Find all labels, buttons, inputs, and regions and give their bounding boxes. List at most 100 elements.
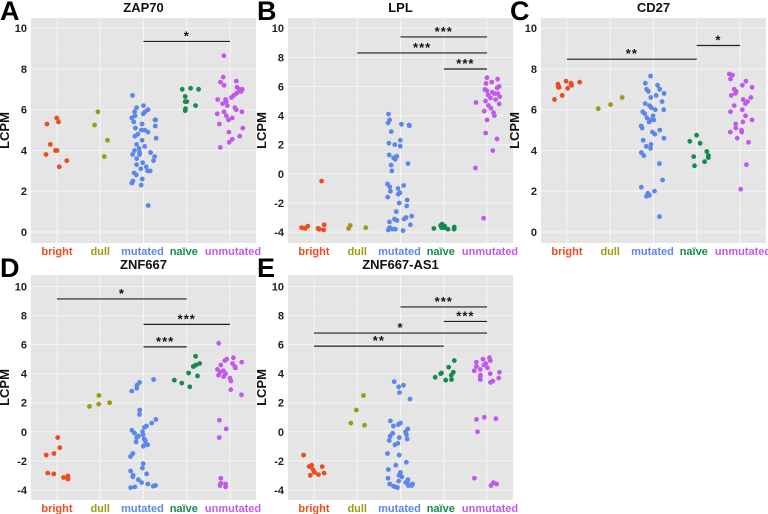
data-point-mutated — [395, 485, 400, 491]
data-point-unmutated — [214, 111, 220, 117]
data-point-mutated — [139, 176, 145, 182]
data-point-mutated — [386, 140, 392, 146]
y-tick-label: 2 — [278, 140, 284, 152]
data-point-unmutated — [492, 113, 497, 118]
data-point-naïve — [443, 377, 449, 383]
data-point-naïve — [438, 371, 444, 377]
data-point-mutated — [388, 129, 394, 135]
data-point-dull — [353, 407, 359, 413]
data-point-unmutated — [218, 362, 224, 368]
y-tick-label: 0 — [21, 427, 27, 439]
data-point-mutated — [385, 467, 391, 472]
y-tick-label: -4 — [17, 485, 28, 497]
data-point-mutated — [387, 433, 393, 439]
x-tick-label: naïve — [170, 246, 198, 258]
data-point-mutated — [387, 184, 393, 190]
data-point-unmutated — [475, 429, 480, 435]
data-point-mutated — [397, 390, 402, 395]
data-point-naïve — [182, 99, 188, 104]
data-point-mutated — [642, 111, 648, 117]
data-point-mutated — [145, 481, 151, 487]
data-point-naïve — [439, 225, 445, 231]
data-point-unmutated — [218, 79, 223, 85]
data-point-mutated — [405, 483, 411, 488]
significance-label: *** — [156, 334, 174, 349]
y-tick-label: -2 — [274, 198, 284, 210]
data-point-unmutated — [743, 101, 748, 106]
data-point-unmutated — [237, 133, 243, 139]
data-point-bright — [65, 476, 71, 482]
data-point-mutated — [129, 388, 135, 394]
data-point-mutated — [385, 120, 391, 126]
y-tick-label: 0 — [278, 427, 284, 439]
data-point-unmutated — [226, 129, 232, 135]
data-point-naïve — [193, 353, 199, 359]
data-point-unmutated — [224, 113, 229, 119]
data-point-naïve — [196, 86, 202, 92]
data-point-mutated — [128, 468, 134, 474]
data-point-mutated — [648, 105, 654, 111]
data-point-unmutated — [481, 108, 487, 114]
data-point-naïve — [431, 226, 437, 231]
x-tick-label: unmutated — [462, 503, 518, 514]
data-point-unmutated — [483, 81, 489, 86]
data-point-mutated — [140, 111, 146, 117]
data-point-bright — [559, 93, 565, 98]
data-point-unmutated — [743, 78, 749, 84]
data-point-mutated — [399, 121, 404, 127]
data-point-mutated — [403, 459, 409, 465]
panel-letter: B — [257, 0, 277, 26]
data-point-unmutated — [481, 215, 486, 221]
x-tick-label: naïve — [427, 503, 455, 514]
data-point-mutated — [657, 214, 662, 220]
data-point-unmutated — [216, 340, 222, 346]
data-point-mutated — [143, 164, 149, 170]
data-point-mutated — [400, 228, 406, 234]
data-point-unmutated — [216, 435, 222, 440]
data-point-bright — [321, 222, 327, 228]
y-tick-label: 10 — [525, 23, 537, 35]
data-point-unmutated — [223, 426, 229, 432]
data-point-unmutated — [240, 125, 246, 131]
data-point-bright — [64, 158, 70, 164]
data-point-bright — [45, 470, 51, 476]
significance-label: *** — [456, 56, 474, 71]
x-tick-label: mutated — [121, 246, 164, 258]
data-point-unmutated — [229, 115, 235, 121]
data-point-unmutated — [740, 119, 746, 125]
data-point-unmutated — [749, 84, 755, 90]
significance-label: *** — [435, 294, 453, 309]
data-point-mutated — [393, 226, 398, 232]
data-point-unmutated — [739, 107, 745, 113]
data-point-mutated — [130, 474, 136, 480]
data-point-naïve — [186, 370, 192, 376]
data-point-bright — [319, 178, 324, 184]
significance-label: *** — [178, 311, 196, 326]
chart-title: CD27 — [637, 0, 670, 15]
data-point-mutated — [643, 144, 649, 149]
data-point-naïve — [704, 149, 710, 154]
data-point-naïve — [697, 140, 703, 146]
data-point-unmutated — [487, 371, 493, 377]
data-point-unmutated — [727, 129, 733, 135]
data-point-mutated — [139, 480, 145, 485]
data-point-unmutated — [734, 135, 740, 141]
y-tick-label: 4 — [278, 369, 285, 381]
data-point-mutated — [395, 186, 401, 191]
x-tick-label: naïve — [680, 246, 708, 258]
data-point-mutated — [133, 172, 139, 178]
data-point-unmutated — [493, 416, 499, 422]
data-point-unmutated — [474, 417, 479, 422]
data-point-naïve — [692, 163, 697, 169]
data-point-mutated — [140, 461, 146, 467]
data-point-unmutated — [471, 368, 477, 374]
data-point-bright — [54, 148, 60, 153]
data-point-mutated — [149, 420, 155, 426]
data-point-mutated — [638, 184, 644, 190]
data-point-mutated — [394, 218, 400, 223]
data-point-dull — [363, 225, 369, 231]
data-point-mutated — [401, 183, 407, 188]
data-point-bright — [44, 121, 50, 127]
data-point-unmutated — [730, 72, 735, 78]
data-point-dull — [619, 95, 625, 100]
